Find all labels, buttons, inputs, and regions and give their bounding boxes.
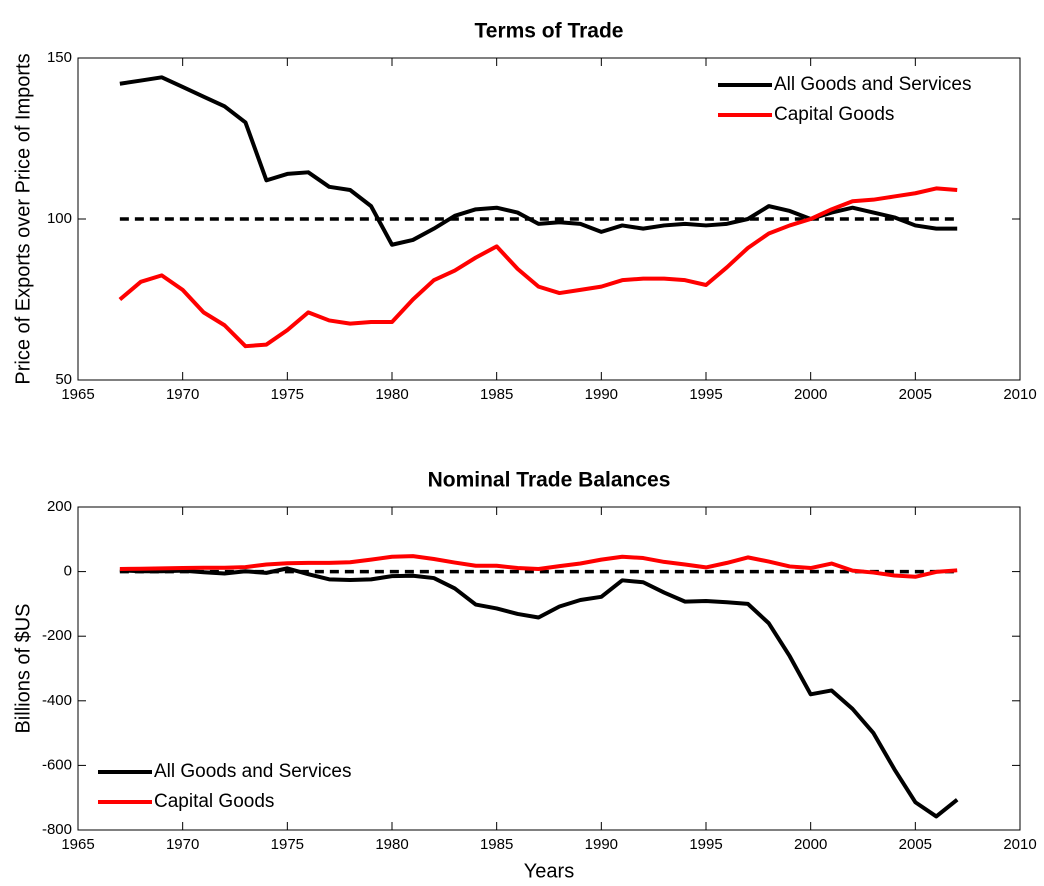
legend-label: All Goods and Services xyxy=(154,761,352,782)
y-tick-label: 150 xyxy=(47,49,72,66)
x-tick-label: 1965 xyxy=(61,386,94,403)
series-line xyxy=(118,186,958,349)
legend-label: All Goods and Services xyxy=(774,74,972,95)
x-tick-label: 1970 xyxy=(166,836,199,853)
x-tick-label: 2000 xyxy=(794,836,827,853)
legend-label: Capital Goods xyxy=(154,791,274,812)
y-tick-label: -200 xyxy=(42,627,72,644)
x-tick-label: 1970 xyxy=(166,386,199,403)
chart-title: Terms of Trade xyxy=(475,20,624,43)
x-tick-label: 1980 xyxy=(375,836,408,853)
y-tick-label: -800 xyxy=(42,821,72,838)
x-tick-label: 2000 xyxy=(794,386,827,403)
x-tick-label: 2005 xyxy=(899,386,932,403)
y-axis-label: Price of Exports over Price of Imports xyxy=(12,53,34,384)
x-tick-label: 1990 xyxy=(585,386,618,403)
x-tick-label: 1985 xyxy=(480,836,513,853)
x-tick-label: 1995 xyxy=(689,836,722,853)
x-tick-label: 1975 xyxy=(271,386,304,403)
x-tick-label: 2005 xyxy=(899,836,932,853)
chart-title: Nominal Trade Balances xyxy=(428,469,671,492)
series-line xyxy=(119,554,958,579)
x-tick-label: 1965 xyxy=(61,836,94,853)
y-tick-label: -400 xyxy=(42,692,72,709)
y-tick-label: 0 xyxy=(64,563,72,580)
x-tick-label: 1980 xyxy=(375,386,408,403)
x-tick-label: 1995 xyxy=(689,386,722,403)
x-tick-label: 2010 xyxy=(1003,386,1036,403)
y-axis-label: Billions of $US xyxy=(12,603,34,733)
x-axis-label: Years xyxy=(524,860,574,882)
y-tick-label: 100 xyxy=(47,210,72,227)
x-tick-label: 1975 xyxy=(271,836,304,853)
y-tick-label: 50 xyxy=(55,371,72,388)
y-tick-label: -600 xyxy=(42,756,72,773)
y-tick-label: 200 xyxy=(47,498,72,515)
series-line xyxy=(119,566,959,819)
x-tick-label: 1985 xyxy=(480,386,513,403)
x-tick-label: 1990 xyxy=(585,836,618,853)
plot-area xyxy=(77,506,1021,831)
x-tick-label: 2010 xyxy=(1003,836,1036,853)
legend-label: Capital Goods xyxy=(774,104,894,125)
